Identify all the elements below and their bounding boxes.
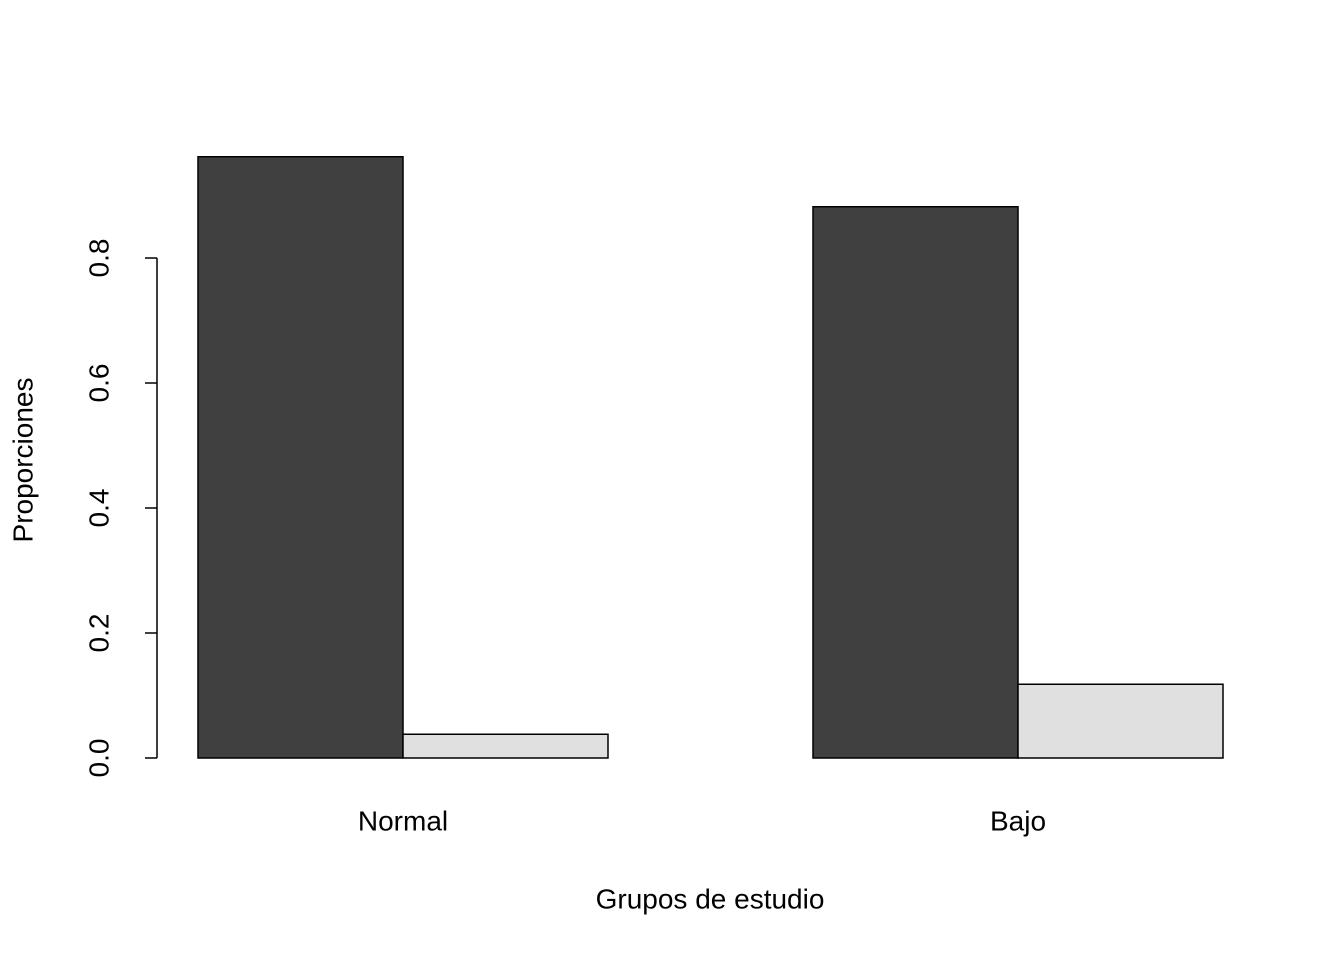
bar bbox=[812, 206, 1019, 759]
bar bbox=[402, 733, 609, 759]
y-tick-label: 0.4 bbox=[83, 489, 114, 528]
y-tick-label: 0.0 bbox=[83, 739, 114, 778]
y-tick-label: 0.2 bbox=[83, 614, 114, 653]
y-axis-label: Proporciones bbox=[7, 378, 38, 543]
bar bbox=[1017, 683, 1224, 759]
y-tick-label: 0.8 bbox=[83, 239, 114, 278]
bar bbox=[197, 156, 404, 759]
x-tick-label: Bajo bbox=[990, 805, 1046, 836]
x-axis-label: Grupos de estudio bbox=[596, 883, 825, 914]
x-tick-label: Normal bbox=[358, 805, 448, 836]
y-tick-label: 0.6 bbox=[83, 364, 114, 403]
